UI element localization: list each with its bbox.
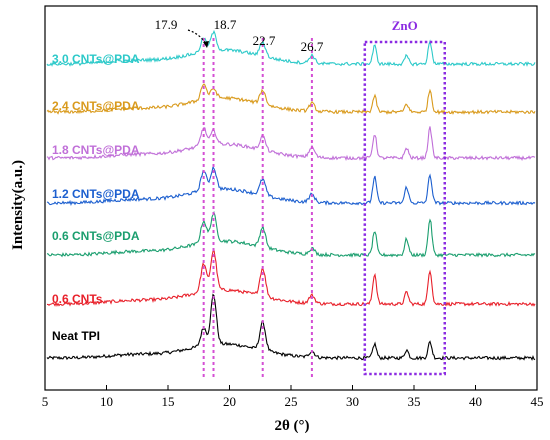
- series-label: 1.2 CNTs@PDA: [52, 187, 140, 201]
- zno-region-box: [363, 40, 446, 376]
- y-axis-title: Intensity(a.u.): [10, 160, 26, 250]
- x-tick-label: 15: [162, 394, 175, 409]
- peak-label: 17.9: [155, 17, 178, 32]
- axes: 5 10 15 20 25 30 35 40 45: [42, 5, 544, 409]
- x-tick-label: 25: [285, 394, 298, 409]
- x-tick-label: 30: [346, 394, 359, 409]
- series-line-5: [46, 83, 536, 116]
- peak-label: 26.7: [301, 39, 324, 54]
- series-label: 0.6 CNTs: [52, 292, 103, 306]
- series-line-2: [46, 210, 536, 258]
- series-label: 2.4 CNTs@PDA: [52, 99, 140, 113]
- peak-label: 22.7: [253, 33, 276, 48]
- peak-label: 18.7: [214, 17, 237, 32]
- series-label: 3.0 CNTs@PDA: [52, 52, 140, 66]
- x-tick-label: 40: [469, 394, 482, 409]
- series-label: 1.8 CNTs@PDA: [52, 143, 140, 157]
- series-line-3: [46, 165, 536, 207]
- series-line-1: [47, 248, 536, 307]
- zno-label: ZnO: [392, 18, 418, 33]
- series-line-0: [46, 293, 536, 361]
- plot-area: Neat TPI 0.6 CNTs 0.6 CNTs@PDA 1.2 CNTs@PDA…: [46, 17, 536, 378]
- series-label: 0.6 CNTs@PDA: [52, 229, 140, 243]
- x-axis-title: 2θ (°): [274, 418, 309, 434]
- series-label: Neat TPI: [52, 329, 100, 343]
- series-line-6: [46, 29, 536, 67]
- peak-arrow-head: [203, 41, 209, 48]
- series-line-4: [46, 126, 536, 162]
- x-tick-label: 10: [100, 394, 113, 409]
- x-tick-label: 20: [223, 394, 236, 409]
- x-tick-label: 35: [408, 394, 421, 409]
- x-tick-label: 5: [42, 394, 49, 409]
- peak-arrow-line: [187, 29, 207, 45]
- x-tick-label: 45: [531, 394, 544, 409]
